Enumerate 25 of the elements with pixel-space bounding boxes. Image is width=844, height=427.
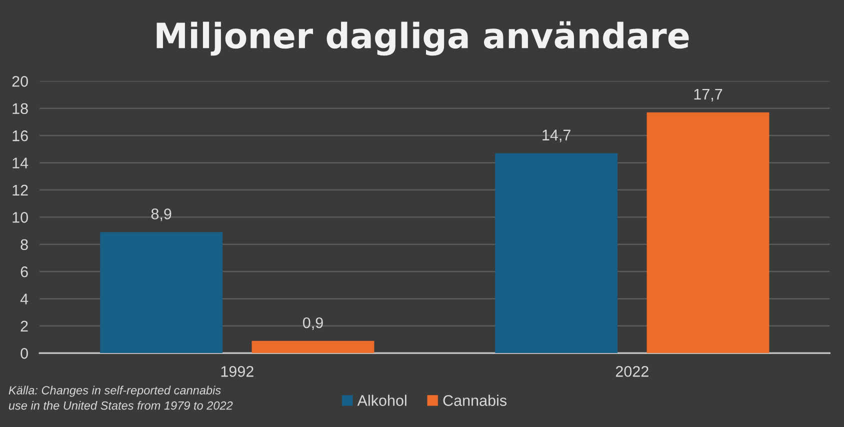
data-label: 14,7 [542,130,570,142]
text: Källa: Changes in self-reported cannabis use in the United States from 1979 to 2022 [8,386,233,410]
y-tick-label: 2 [20,320,28,332]
x-tick-label: 1992 [221,366,254,377]
bar [495,153,618,354]
bar [252,340,374,354]
chart-title: Miljoner dagliga användare [156,21,689,56]
bar [646,112,770,354]
x-tick-label: 2022 [616,366,648,377]
legend-label: Cannabis [443,394,507,406]
bar [100,232,223,354]
y-tick-label: 14 [12,158,28,168]
legend-label: Alkohol [357,394,406,406]
y-tick-label: 8 [20,239,28,250]
y-tick-label: 10 [12,212,28,223]
data-label: 8,9 [151,208,172,222]
y-tick-label: 4 [20,294,28,304]
y-tick-label: 20 [12,76,28,87]
y-tick-label: 18 [12,103,28,114]
y-tick-label: 6 [20,266,28,278]
y-tick-label: 0 [20,348,28,359]
data-label: 17,7 [694,89,722,102]
data-label: 0,9 [302,317,323,330]
y-tick-label: 12 [12,184,28,196]
y-tick-label: 16 [12,130,28,142]
